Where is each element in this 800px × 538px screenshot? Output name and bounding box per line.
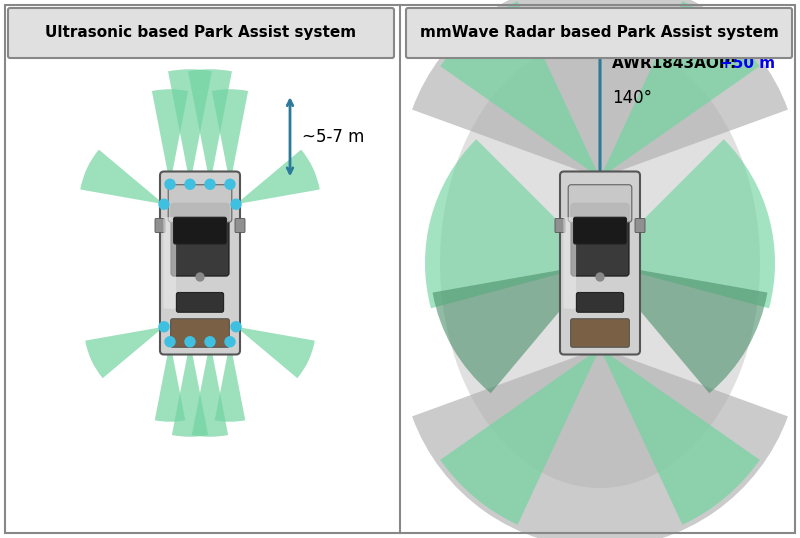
- FancyBboxPatch shape: [174, 217, 226, 244]
- Text: Ultrasonic based Park Assist system: Ultrasonic based Park Assist system: [46, 25, 357, 40]
- FancyBboxPatch shape: [8, 8, 394, 58]
- Wedge shape: [440, 1, 600, 178]
- Wedge shape: [440, 348, 600, 525]
- Wedge shape: [152, 89, 188, 184]
- Circle shape: [185, 179, 195, 189]
- Circle shape: [185, 337, 195, 347]
- FancyBboxPatch shape: [171, 203, 229, 276]
- Text: ~5-7 m: ~5-7 m: [302, 128, 364, 146]
- Wedge shape: [600, 263, 767, 393]
- Wedge shape: [192, 342, 228, 437]
- FancyBboxPatch shape: [574, 217, 626, 244]
- Wedge shape: [600, 1, 760, 178]
- Circle shape: [165, 337, 175, 347]
- Circle shape: [196, 273, 204, 281]
- FancyBboxPatch shape: [568, 185, 632, 222]
- FancyBboxPatch shape: [571, 203, 629, 276]
- Wedge shape: [214, 342, 246, 422]
- Wedge shape: [168, 69, 212, 184]
- FancyBboxPatch shape: [570, 318, 630, 347]
- Ellipse shape: [440, 38, 760, 488]
- Circle shape: [159, 322, 169, 332]
- Circle shape: [231, 322, 241, 332]
- FancyBboxPatch shape: [560, 172, 640, 355]
- Circle shape: [159, 199, 169, 209]
- FancyBboxPatch shape: [168, 185, 232, 222]
- FancyBboxPatch shape: [155, 218, 165, 232]
- Circle shape: [165, 179, 175, 189]
- FancyBboxPatch shape: [235, 218, 245, 232]
- Wedge shape: [86, 327, 164, 378]
- Circle shape: [205, 337, 215, 347]
- Wedge shape: [412, 348, 788, 538]
- Wedge shape: [600, 139, 775, 308]
- Circle shape: [231, 199, 241, 209]
- FancyBboxPatch shape: [406, 8, 792, 58]
- FancyBboxPatch shape: [160, 172, 240, 355]
- FancyBboxPatch shape: [176, 293, 224, 312]
- Circle shape: [596, 273, 604, 281]
- Circle shape: [205, 179, 215, 189]
- Wedge shape: [80, 150, 164, 204]
- Text: mmWave Radar based Park Assist system: mmWave Radar based Park Assist system: [419, 25, 778, 40]
- Text: +50 m: +50 m: [720, 55, 775, 70]
- Wedge shape: [172, 342, 208, 437]
- Wedge shape: [433, 263, 600, 393]
- FancyBboxPatch shape: [170, 318, 230, 347]
- FancyBboxPatch shape: [163, 217, 176, 309]
- Wedge shape: [425, 139, 600, 308]
- Circle shape: [225, 337, 235, 347]
- Circle shape: [225, 179, 235, 189]
- Wedge shape: [236, 327, 314, 378]
- Wedge shape: [154, 342, 186, 422]
- Wedge shape: [412, 0, 788, 178]
- Wedge shape: [236, 150, 320, 204]
- FancyBboxPatch shape: [635, 218, 645, 232]
- FancyBboxPatch shape: [563, 217, 576, 309]
- Text: AWR1843AOP:: AWR1843AOP:: [612, 55, 742, 70]
- FancyBboxPatch shape: [576, 293, 624, 312]
- Wedge shape: [600, 348, 760, 525]
- FancyBboxPatch shape: [555, 218, 565, 232]
- Wedge shape: [188, 69, 232, 184]
- Text: 140°: 140°: [612, 89, 652, 107]
- Wedge shape: [212, 89, 248, 184]
